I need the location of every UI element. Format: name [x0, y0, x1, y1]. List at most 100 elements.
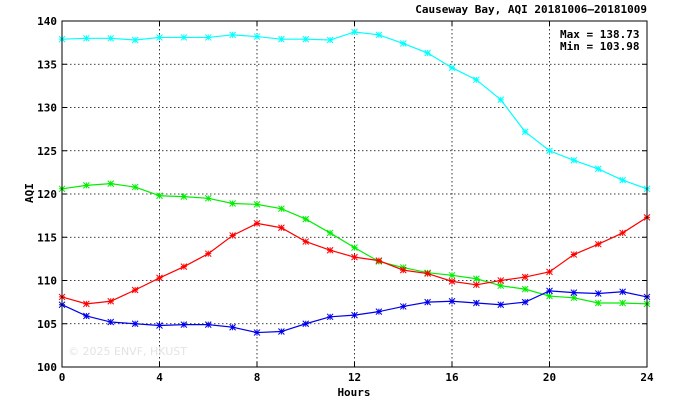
y-axis-label: AQI: [23, 183, 36, 203]
series-2: [58, 180, 651, 308]
data-point-marker: [424, 270, 431, 277]
data-point-marker: [156, 34, 163, 41]
data-point-marker: [253, 33, 261, 40]
data-point-marker: [326, 313, 334, 321]
data-point-marker: [83, 300, 90, 308]
y-tick-label: 130: [37, 102, 57, 115]
x-tick-label: 4: [156, 371, 163, 384]
data-point-marker: [131, 183, 139, 191]
data-point-marker: [473, 281, 480, 289]
data-point-marker: [351, 28, 358, 36]
data-point-marker: [326, 36, 334, 44]
data-point-marker: [326, 246, 334, 254]
series-1: [58, 28, 651, 193]
data-point-marker: [302, 320, 310, 328]
data-point-marker: [278, 35, 285, 43]
x-tick-label: 16: [445, 371, 459, 384]
y-tick-label: 120: [37, 188, 57, 201]
data-point-marker: [180, 263, 188, 271]
data-point-marker: [326, 229, 334, 237]
x-tick-label: 20: [543, 371, 556, 384]
data-point-marker: [131, 320, 139, 328]
data-point-marker: [594, 240, 602, 248]
data-point-marker: [497, 282, 505, 290]
data-point-marker: [302, 215, 310, 223]
data-point-marker: [375, 31, 383, 39]
y-tick-label: 135: [37, 58, 57, 71]
data-point-marker: [204, 321, 212, 328]
data-point-marker: [204, 34, 212, 41]
data-point-marker: [204, 250, 212, 258]
data-point-marker: [399, 303, 407, 310]
y-tick-label: 105: [37, 318, 57, 331]
y-tick-label: 110: [37, 275, 57, 288]
data-point-marker: [107, 297, 115, 305]
data-point-marker: [473, 299, 480, 307]
data-point-marker: [424, 298, 431, 306]
data-point-marker: [229, 200, 236, 207]
data-point-marker: [448, 271, 456, 279]
x-tick-label: 24: [640, 371, 654, 384]
data-point-marker: [619, 299, 626, 307]
x-tick-label: 8: [254, 371, 261, 384]
data-point-marker: [570, 156, 578, 164]
y-tick-label: 125: [37, 145, 57, 158]
data-point-marker: [521, 273, 529, 281]
data-point-marker: [424, 49, 431, 57]
data-point-marker: [497, 96, 505, 104]
data-point-marker: [253, 220, 261, 227]
data-point-marker: [448, 278, 456, 285]
data-point-marker: [375, 257, 383, 264]
x-axis-label: Hours: [337, 386, 370, 399]
data-point-marker: [448, 64, 456, 72]
data-point-marker: [546, 287, 553, 295]
data-point-marker: [570, 251, 578, 258]
series-layer: [58, 28, 651, 336]
data-point-marker: [131, 286, 139, 294]
data-point-marker: [546, 147, 553, 155]
data-point-marker: [521, 298, 529, 306]
data-point-marker: [521, 128, 529, 136]
y-tick-label: 100: [37, 361, 57, 374]
watermark-text: © 2025 ENVF, HKUST: [68, 345, 187, 358]
data-point-marker: [302, 35, 310, 43]
x-tick-label: 0: [59, 371, 66, 384]
data-point-marker: [83, 312, 90, 320]
series-3: [58, 214, 651, 308]
data-point-marker: [83, 34, 90, 42]
chart-title: Causeway Bay, AQI 20181006–20181009: [415, 3, 647, 16]
data-point-marker: [229, 232, 236, 239]
data-point-marker: [399, 266, 407, 274]
data-point-marker: [204, 194, 212, 202]
data-point-marker: [180, 34, 188, 41]
data-point-marker: [302, 238, 310, 245]
data-point-marker: [351, 253, 358, 261]
data-point-marker: [570, 289, 578, 296]
data-point-marker: [448, 297, 456, 305]
data-point-marker: [594, 290, 602, 297]
data-point-marker: [180, 193, 188, 200]
data-point-marker: [473, 275, 480, 283]
data-point-marker: [473, 76, 480, 84]
data-point-marker: [399, 40, 407, 47]
data-point-marker: [351, 311, 358, 319]
y-tick-label: 115: [37, 231, 57, 244]
data-point-marker: [619, 229, 626, 237]
data-point-marker: [594, 299, 602, 307]
data-point-marker: [497, 277, 505, 284]
data-point-marker: [180, 321, 188, 328]
min-label: Min = 103.98: [560, 40, 639, 53]
data-point-marker: [156, 274, 163, 282]
data-point-marker: [107, 34, 115, 42]
series-4: [58, 287, 651, 336]
data-point-marker: [594, 165, 602, 173]
data-point-marker: [497, 301, 505, 309]
x-tick-label: 12: [348, 371, 361, 384]
data-point-marker: [156, 322, 163, 329]
data-point-marker: [546, 292, 553, 300]
y-tick-label: 140: [37, 15, 57, 28]
max-label: Max = 138.73: [560, 28, 639, 41]
data-point-marker: [619, 176, 626, 184]
